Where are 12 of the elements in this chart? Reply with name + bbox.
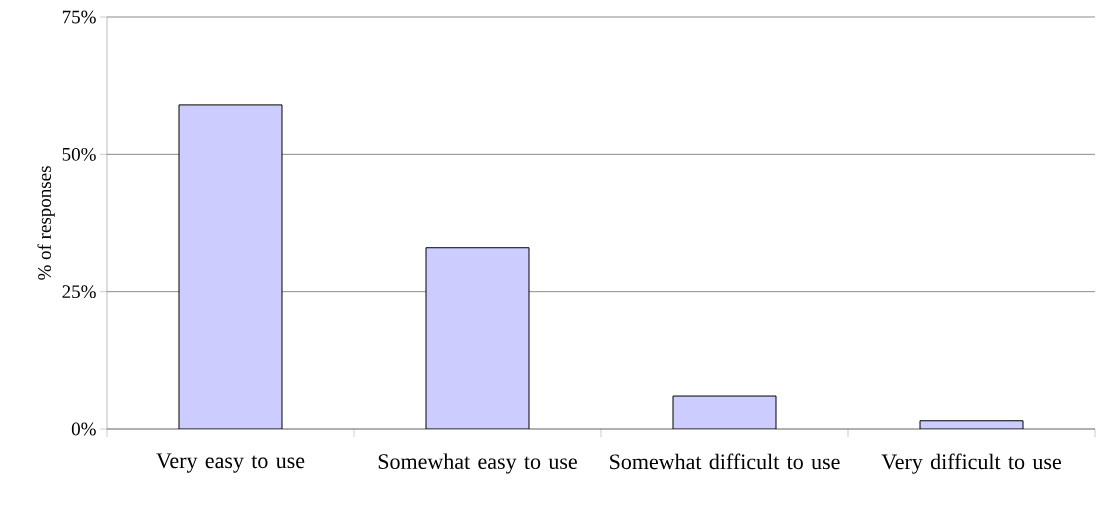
x-tick-label: Very difficult to use (881, 453, 1061, 474)
y-axis-title: % of responses (37, 166, 55, 280)
y-tick-label: 0% (71, 422, 96, 436)
bar (178, 104, 283, 429)
x-tick-label: Somewhat easy to use (378, 453, 577, 474)
y-tick-label: 25% (62, 285, 96, 299)
x-tick-label: Very easy to use (156, 453, 305, 473)
x-tick-label: Somewhat difficult to use (610, 453, 840, 470)
bar (672, 395, 777, 429)
bar (425, 247, 530, 429)
y-tick-label: 75% (62, 10, 96, 24)
y-tick-label: 50% (62, 147, 96, 161)
